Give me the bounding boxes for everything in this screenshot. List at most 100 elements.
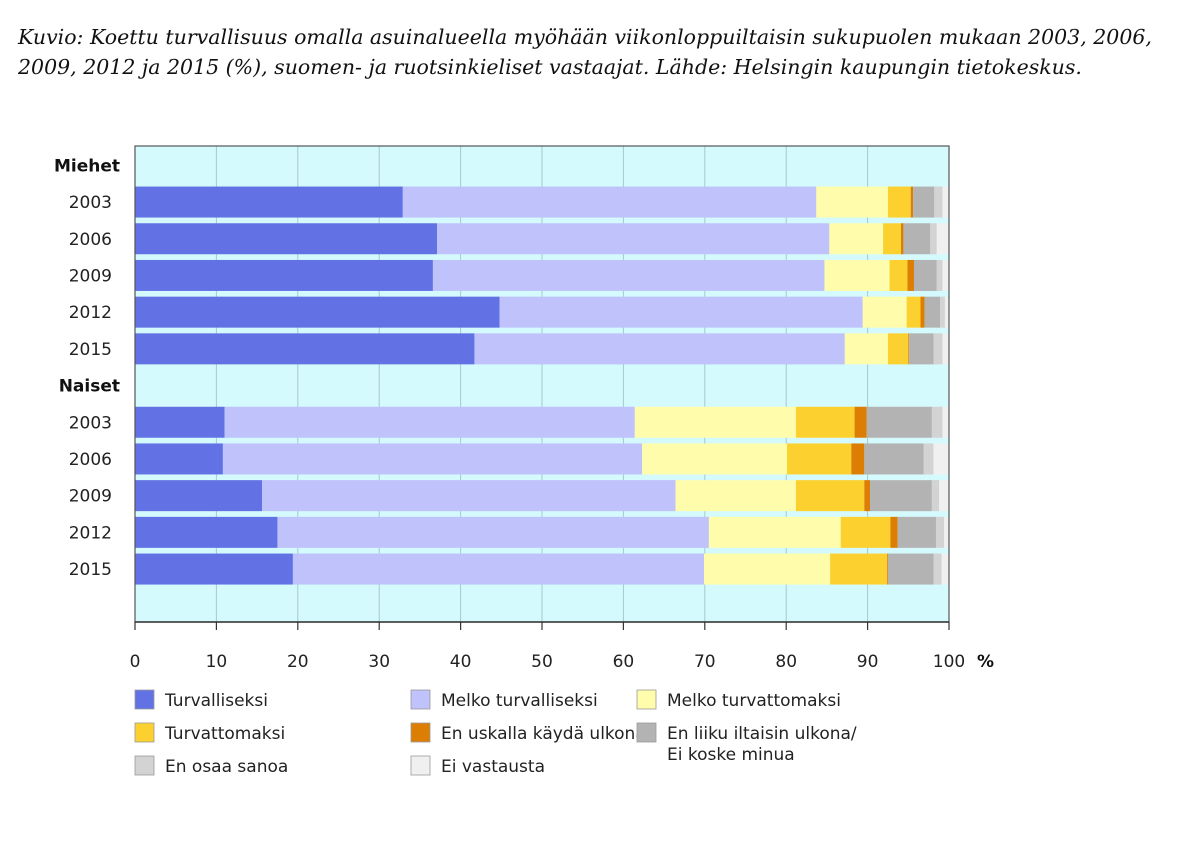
row-label: 2003 <box>69 413 112 433</box>
bar-segment <box>135 333 475 365</box>
x-tick-label: 20 <box>287 652 309 672</box>
bar-segment <box>135 480 262 512</box>
plot-area: Miehet20032006200920122015Naiset20032006… <box>54 145 994 672</box>
bar-segment <box>907 259 914 291</box>
bar-segment <box>933 553 942 585</box>
bar-segment <box>933 333 943 365</box>
bar-segment <box>708 516 841 548</box>
bar-segment <box>913 259 937 291</box>
bar-segment <box>931 480 940 512</box>
bar-segment <box>903 223 931 255</box>
legend-label: Turvattomaksi <box>164 724 285 744</box>
bar-segment <box>436 223 830 255</box>
row-label: 2009 <box>69 487 112 507</box>
bar-segment <box>862 296 907 328</box>
bar-segment <box>942 186 949 218</box>
bar-segment <box>940 296 945 328</box>
bar-segment <box>816 186 888 218</box>
bar-segment <box>936 259 943 291</box>
bar-segment <box>851 443 865 475</box>
legend-label: En uskalla käydä ulkona <box>441 724 646 744</box>
bar-segment <box>787 443 852 475</box>
bar-segment <box>840 516 891 548</box>
bar-segment <box>910 186 914 218</box>
bar-segment <box>936 223 949 255</box>
bar-segment <box>864 443 924 475</box>
legend-label: Melko turvalliseksi <box>441 691 598 711</box>
bar-segment <box>830 553 888 585</box>
legend-swatch <box>134 722 155 743</box>
bar-segment <box>944 296 949 328</box>
bar-segment <box>908 333 910 365</box>
legend-swatch <box>636 689 657 710</box>
legend-swatch <box>636 722 657 743</box>
bar-segment <box>135 259 433 291</box>
x-tick-label: 10 <box>206 652 228 672</box>
bar-segment <box>934 186 943 218</box>
bar-segment <box>222 443 643 475</box>
row-label: 2006 <box>69 450 112 470</box>
bar-segment <box>499 296 863 328</box>
bar-segment <box>942 406 949 438</box>
group-label: Miehet <box>54 156 120 176</box>
bar-segment <box>939 480 949 512</box>
bar-segment <box>931 406 943 438</box>
bar-segment <box>135 223 437 255</box>
bar-segment <box>920 296 925 328</box>
bar-segment <box>135 186 403 218</box>
legend-label: Turvalliseksi <box>164 691 268 711</box>
bar-segment <box>944 516 949 548</box>
bar-segment <box>402 186 817 218</box>
legend-swatch <box>410 722 431 743</box>
row-label: 2015 <box>69 340 112 360</box>
bar-segment <box>829 223 884 255</box>
bar-segment <box>870 480 932 512</box>
bar-segment <box>261 480 676 512</box>
legend-swatch <box>134 755 155 776</box>
x-tick-label: 70 <box>694 652 716 672</box>
bar-segment <box>933 443 949 475</box>
bar-segment <box>824 259 890 291</box>
bar-segment <box>844 333 888 365</box>
x-tick-label: 30 <box>368 652 390 672</box>
x-tick-label: 100 <box>933 652 965 672</box>
x-tick-label: 0 <box>130 652 141 672</box>
bar-segment <box>292 553 704 585</box>
bar-segment <box>883 223 901 255</box>
bar-segment <box>224 406 635 438</box>
bar-segment <box>864 480 871 512</box>
bar-segment <box>866 406 932 438</box>
bar-segment <box>432 259 825 291</box>
bar-segment <box>941 553 949 585</box>
bar-segment <box>703 553 831 585</box>
legend-swatch <box>134 689 155 710</box>
bar-segment <box>795 406 855 438</box>
legend-swatch <box>410 755 431 776</box>
bar-segment <box>942 259 949 291</box>
bar-segment <box>854 406 867 438</box>
bar-segment <box>924 296 941 328</box>
bar-segment <box>889 259 908 291</box>
bar-segment <box>135 516 278 548</box>
bar-segment <box>930 223 937 255</box>
legend-label: En liiku iltaisin ulkona/Ei koske minua <box>667 724 857 765</box>
figure-caption: Kuvio: Koettu turvallisuus omalla asuina… <box>18 25 1152 79</box>
bar-segment <box>135 443 223 475</box>
bar-segment <box>935 516 945 548</box>
row-label: 2012 <box>69 523 112 543</box>
row-label: 2015 <box>69 560 112 580</box>
bar-segment <box>675 480 796 512</box>
group-label: Naiset <box>59 377 120 397</box>
x-tick-label: 40 <box>450 652 472 672</box>
x-axis-unit: % <box>977 652 994 672</box>
bar-segment <box>887 553 934 585</box>
bar-segment <box>909 333 934 365</box>
row-label: 2009 <box>69 266 112 286</box>
row-label: 2006 <box>69 230 112 250</box>
bar-segment <box>887 553 888 585</box>
bar-segment <box>795 480 865 512</box>
bar-segment <box>642 443 788 475</box>
x-tick-label: 50 <box>531 652 553 672</box>
x-tick-label: 80 <box>775 652 797 672</box>
